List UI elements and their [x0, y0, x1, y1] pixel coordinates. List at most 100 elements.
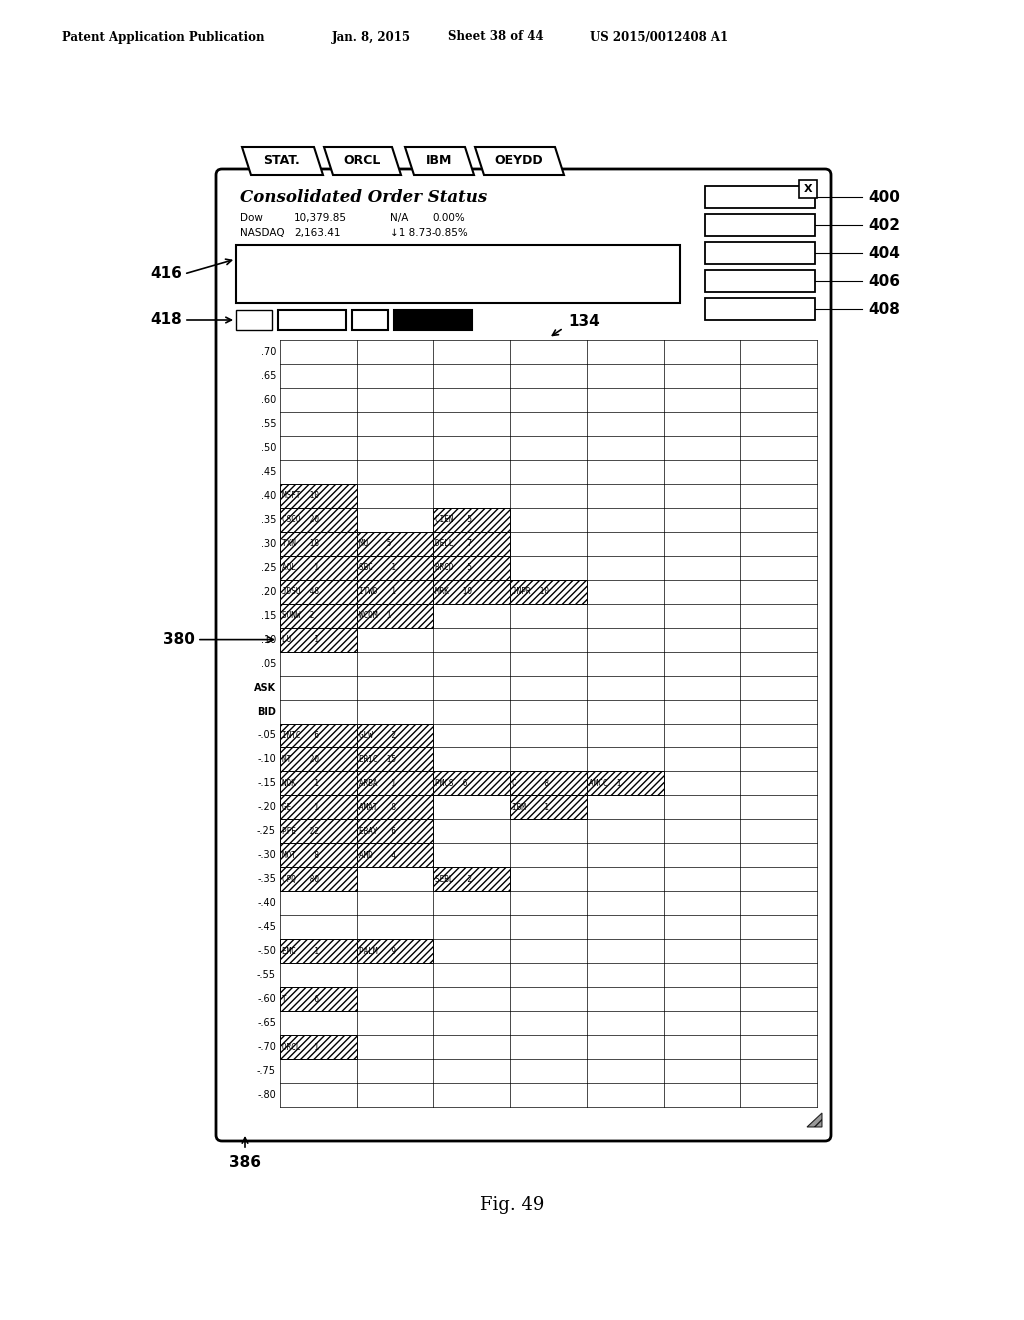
Text: .70: .70 [261, 347, 276, 356]
Text: ORCL   1: ORCL 1 [282, 1043, 319, 1052]
Bar [433, 508, 510, 532]
Bar [280, 603, 356, 627]
Bar [280, 508, 356, 532]
Text: .60: .60 [261, 395, 276, 405]
Text: .40: .40 [261, 491, 276, 500]
Bar [356, 843, 433, 867]
Text: 404: 404 [868, 246, 900, 260]
Bar [280, 508, 817, 532]
Text: -.25: -.25 [257, 826, 276, 837]
Text: DELL   7: DELL 7 [435, 540, 472, 548]
Text: 400: 400 [868, 190, 900, 205]
Text: -1.71%: -1.71% [446, 253, 485, 264]
Text: -.45: -.45 [257, 923, 276, 932]
Text: CANCEL SELLS: CANCEL SELLS [723, 248, 797, 257]
Text: SBC    1: SBC 1 [358, 564, 395, 572]
Bar [433, 867, 510, 891]
Text: BID: BID [257, 706, 276, 717]
Bar [433, 556, 510, 579]
Bar [280, 532, 356, 556]
Text: Consolidated Order Status: Consolidated Order Status [240, 189, 487, 206]
Bar [280, 987, 356, 1011]
Bar [280, 556, 817, 579]
Text: Dow: Dow [240, 213, 263, 223]
Bar [356, 796, 433, 820]
Text: .25: .25 [260, 562, 276, 573]
Bar [236, 246, 680, 304]
Bar [705, 298, 815, 319]
Bar [510, 796, 587, 820]
Polygon shape [242, 147, 323, 176]
Bar [280, 820, 356, 843]
Text: WCOM  1: WCOM 1 [358, 611, 391, 620]
Text: BID : 72.00: BID : 72.00 [241, 271, 299, 280]
Text: CANCEL BUYS: CANCEL BUYS [725, 220, 795, 230]
Text: v: v [264, 315, 269, 325]
Bar [280, 867, 356, 891]
Bar [280, 700, 817, 723]
Text: Fig. 49: Fig. 49 [480, 1196, 544, 1214]
Text: ALL BUYS AT MKT: ALL BUYS AT MKT [715, 276, 805, 285]
Bar [433, 771, 510, 796]
Bar [280, 891, 817, 915]
Text: NT    20: NT 20 [282, 755, 319, 764]
Bar [705, 214, 815, 236]
Text: -.55: -.55 [257, 970, 276, 981]
Text: AMCC  1: AMCC 1 [589, 779, 622, 788]
Bar [280, 652, 817, 676]
Text: IBM: IBM [426, 154, 453, 168]
Text: MRK   10: MRK 10 [435, 587, 472, 597]
Polygon shape [475, 147, 564, 176]
Bar [280, 987, 817, 1011]
Text: -.50: -.50 [257, 946, 276, 956]
Text: 134: 134 [568, 314, 600, 330]
Text: .20: .20 [261, 586, 276, 597]
Bar [356, 771, 433, 796]
Text: INTC   6: INTC 6 [282, 731, 319, 741]
Text: 386: 386 [229, 1155, 261, 1170]
Text: -.75: -.75 [257, 1067, 276, 1076]
Bar [280, 843, 817, 867]
Bar [280, 771, 356, 796]
Text: ERIC  15: ERIC 15 [358, 755, 395, 764]
Text: STAT.: STAT. [263, 154, 300, 168]
Bar [278, 310, 346, 330]
Text: .30: .30 [261, 539, 276, 549]
Text: CSCO  20: CSCO 20 [282, 515, 319, 524]
Text: .35: .35 [261, 515, 276, 525]
Text: 0.00%: 0.00% [432, 213, 465, 223]
Bar [280, 1035, 356, 1059]
Text: NOK    1: NOK 1 [282, 779, 319, 788]
Text: HI  : 72.85: HI : 72.85 [241, 286, 295, 296]
Bar [280, 364, 817, 388]
Text: Jan. 8, 2015: Jan. 8, 2015 [332, 30, 411, 44]
Bar [280, 747, 817, 771]
Polygon shape [324, 147, 401, 176]
Text: IBM    1: IBM 1 [512, 803, 549, 812]
Text: PMCS  6: PMCS 6 [435, 779, 468, 788]
Text: -.60: -.60 [257, 994, 276, 1005]
Text: C      8: C 8 [512, 779, 549, 788]
Text: -.80: -.80 [257, 1090, 276, 1100]
Bar [280, 579, 356, 603]
Bar [280, 940, 356, 964]
Text: NASDAQ: NASDAQ [240, 228, 285, 238]
Bar [356, 723, 433, 747]
Text: .10: .10 [261, 635, 276, 644]
Text: .05: .05 [244, 315, 260, 325]
Text: US 2015/0012408 A1: US 2015/0012408 A1 [590, 30, 728, 44]
Bar [280, 603, 817, 627]
Bar [356, 579, 433, 603]
Text: 72.05: 72.05 [361, 252, 398, 265]
Text: GLW    2: GLW 2 [358, 731, 395, 741]
Bar [280, 1035, 817, 1059]
Text: Patent Application Publication: Patent Application Publication [62, 30, 264, 44]
Text: .45: .45 [261, 467, 276, 477]
Text: MSFT  10: MSFT 10 [282, 491, 319, 500]
Bar [394, 310, 472, 330]
Text: EMC    1: EMC 1 [282, 946, 319, 956]
Text: MSFT: MSFT [296, 314, 328, 326]
Text: ↓1 8.73: ↓1 8.73 [390, 228, 432, 238]
Bar [280, 940, 817, 964]
Polygon shape [406, 147, 474, 176]
